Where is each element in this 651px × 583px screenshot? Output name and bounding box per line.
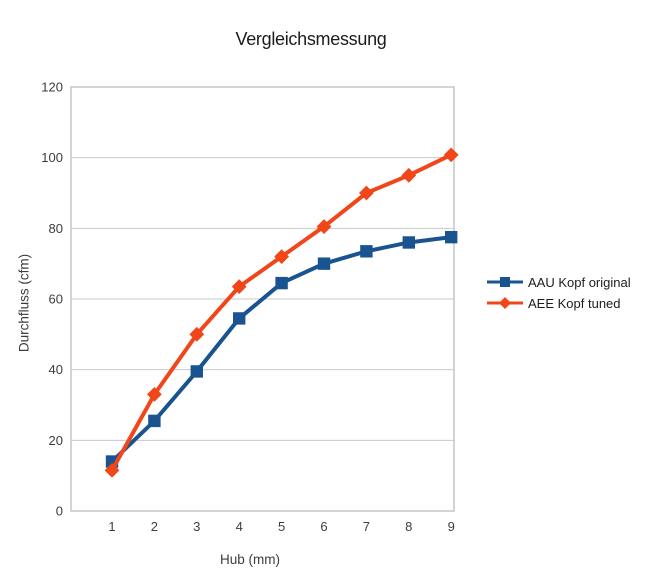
diamond-marker-1-5	[316, 219, 332, 234]
diamond-marker-icon	[487, 295, 523, 311]
x-tick-label: 6	[320, 519, 327, 534]
legend-marker-svg	[487, 277, 523, 287]
legend-label: AAU Kopf original	[528, 274, 631, 290]
square-marker-icon	[487, 274, 523, 290]
diamond-marker-1-4	[274, 249, 289, 264]
diamond-marker-1-2	[189, 326, 205, 342]
x-tick-label: 7	[363, 519, 370, 534]
x-tick-label: 3	[193, 519, 200, 534]
diamond-marker-1-8	[443, 147, 459, 163]
x-tick-label: 9	[448, 519, 455, 534]
diamond-marker-1-6	[359, 185, 374, 201]
x-tick-label: 8	[405, 519, 412, 534]
chart-title: Vergleichsmessung	[235, 29, 387, 49]
y-tick-label: 100	[41, 150, 63, 165]
y-tick-label: 20	[49, 433, 63, 448]
legend-item-aee-kopf-tuned: AEE Kopf tuned	[487, 293, 631, 313]
y-axis-title: Durchfluss (cfm)	[16, 253, 32, 353]
x-tick-label: 4	[236, 519, 243, 534]
square-marker-0-1	[148, 414, 161, 428]
y-tick-label: 80	[49, 221, 63, 236]
legend-marker-svg	[487, 297, 523, 309]
series-line-1	[110, 153, 453, 472]
x-tick-label: 2	[151, 519, 158, 534]
square-marker-0-4	[275, 276, 288, 290]
diamond-marker-1-3	[231, 279, 247, 295]
square-marker-0-6	[360, 245, 373, 258]
y-tick-label: 60	[49, 292, 63, 307]
square-marker-0-7	[402, 236, 415, 249]
diamond-marker-1-1	[147, 387, 162, 402]
diamond-marker-1-0	[104, 462, 120, 478]
square-marker-0-3	[233, 312, 246, 325]
y-tick-label: 40	[49, 362, 63, 377]
x-tick-label: 1	[108, 519, 115, 534]
y-tick-label: 120	[41, 80, 63, 95]
plot-border	[70, 86, 455, 512]
square-marker-0-8	[445, 230, 458, 244]
series-line-0	[110, 235, 452, 463]
square-marker-0-5	[317, 257, 331, 270]
x-tick-label: 5	[278, 519, 285, 534]
square-marker-0-2	[190, 365, 203, 378]
legend-label: AEE Kopf tuned	[528, 295, 621, 311]
legend-item-aau-kopf-original: AAU Kopf original	[487, 272, 631, 292]
legend: AAU Kopf original AEE Kopf tuned	[487, 272, 631, 313]
y-tick-label: 0	[56, 504, 63, 519]
x-axis-title: Hub (mm)	[220, 552, 280, 567]
diamond-marker-1-7	[401, 167, 417, 183]
